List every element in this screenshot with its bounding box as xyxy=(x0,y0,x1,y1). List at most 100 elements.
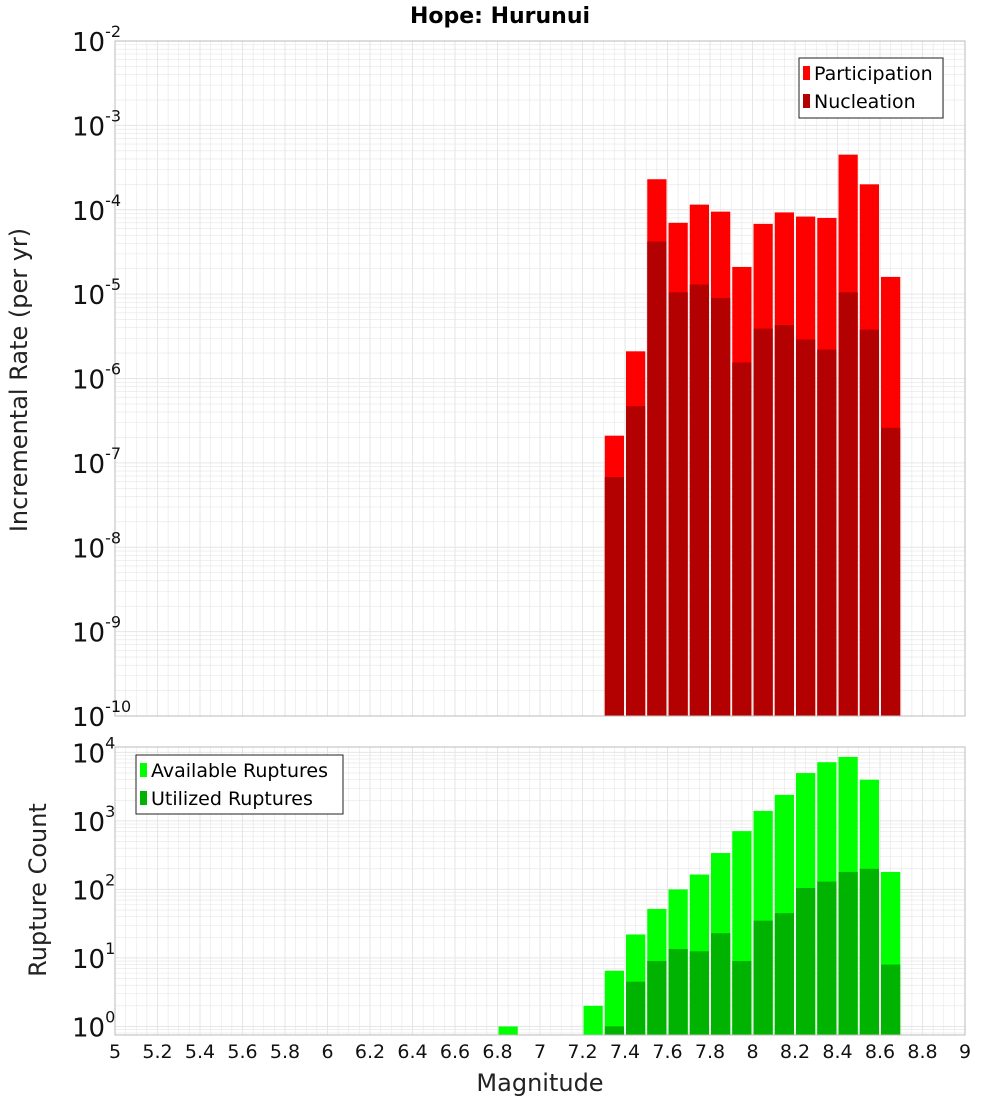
bottom-y-tick-base: 10 xyxy=(72,876,105,906)
x-tick-label: 8.8 xyxy=(907,1041,937,1063)
top-y-tick-exponent: -4 xyxy=(105,191,121,210)
bottom-y-tick-exponent: 4 xyxy=(105,733,115,752)
top-bar-nucleation xyxy=(881,427,901,716)
top-y-tick-label: 10-2 xyxy=(72,22,121,58)
x-tick-label: 9 xyxy=(959,1041,971,1063)
top-y-tick-exponent: -2 xyxy=(105,22,121,41)
top-y-tick-base: 10 xyxy=(72,450,105,480)
top-bar-nucleation xyxy=(647,241,667,717)
bottom-y-tick-label: 103 xyxy=(72,802,115,838)
bottom-bar-available-ruptures xyxy=(583,1005,603,1035)
top-bar-nucleation xyxy=(604,477,624,716)
x-tick-label: 6.8 xyxy=(482,1041,512,1063)
x-tick-label: 7.4 xyxy=(610,1041,640,1063)
bottom-y-tick-base: 10 xyxy=(72,808,105,838)
top-y-tick-exponent: -6 xyxy=(105,360,121,379)
x-tick-label: 8.6 xyxy=(865,1041,895,1063)
top-bar-nucleation xyxy=(753,328,773,716)
bottom-y-tick-label: 101 xyxy=(72,939,115,975)
top-bar-nucleation xyxy=(817,349,837,716)
bottom-bar-utilized-ruptures xyxy=(817,881,837,1035)
x-tick-label: 6.2 xyxy=(355,1041,385,1063)
bottom-legend-box xyxy=(135,754,344,815)
x-tick-label: 6.4 xyxy=(397,1041,427,1063)
bottom-y-tick-base: 10 xyxy=(72,1013,105,1043)
bottom-bar-utilized-ruptures xyxy=(689,951,709,1035)
bottom-bar-utilized-ruptures xyxy=(859,868,879,1035)
bottom-bar-available-ruptures xyxy=(498,1026,518,1035)
x-tick-label: 5.2 xyxy=(142,1041,172,1063)
x-tick-label: 8.2 xyxy=(780,1041,810,1063)
chart-title: Hope: Hurunui xyxy=(410,4,590,29)
top-y-tick-label: 10-6 xyxy=(72,360,121,396)
bottom-bar-utilized-ruptures xyxy=(881,964,901,1035)
x-tick-label: 5.8 xyxy=(270,1041,300,1063)
legend-swatch-available xyxy=(140,763,147,777)
top-y-tick-label: 10-8 xyxy=(72,528,121,564)
top-bar-nucleation xyxy=(711,297,731,716)
x-tick-label: 7.2 xyxy=(567,1041,597,1063)
top-bar-nucleation xyxy=(732,362,752,716)
top-bar-nucleation xyxy=(774,325,794,716)
top-bar-nucleation xyxy=(668,292,688,716)
legend-label-nucleation: Nucleation xyxy=(814,91,916,113)
x-tick-label: 6.6 xyxy=(440,1041,470,1063)
x-tick-label: 5.6 xyxy=(227,1041,257,1063)
bottom-bar-utilized-ruptures xyxy=(732,961,752,1035)
top-plot-frame xyxy=(114,40,966,717)
bottom-bar-utilized-ruptures xyxy=(774,913,794,1035)
bottom-bar-utilized-ruptures xyxy=(647,961,667,1035)
x-tick-label: 7 xyxy=(534,1041,546,1063)
top-bar-nucleation xyxy=(838,292,858,716)
bottom-bar-utilized-ruptures xyxy=(604,1026,624,1035)
x-tick-label: 6 xyxy=(321,1041,333,1063)
top-y-tick-exponent: -10 xyxy=(105,697,131,716)
top-y-tick-label: 10-4 xyxy=(72,191,121,227)
top-y-tick-base: 10 xyxy=(72,534,105,564)
top-bar-nucleation xyxy=(626,406,646,716)
top-legend: Participation Nucleation xyxy=(798,57,944,119)
bottom-bar-available-ruptures xyxy=(604,970,624,1035)
top-y-tick-base: 10 xyxy=(72,619,105,649)
top-bar-nucleation xyxy=(859,329,879,716)
top-y-tick-exponent: -7 xyxy=(105,444,121,463)
top-y-tick-base: 10 xyxy=(72,281,105,311)
top-bar-nucleation xyxy=(796,339,816,716)
bottom-plot-frame xyxy=(114,746,966,1036)
bottom-y-axis-label: Rupture Count xyxy=(24,803,52,977)
top-y-axis-label: Incremental Rate (per yr) xyxy=(5,228,33,532)
top-y-tick-label: 10-5 xyxy=(72,275,121,311)
x-tick-label: 5.4 xyxy=(185,1041,215,1063)
bottom-bar-utilized-ruptures xyxy=(626,981,646,1035)
top-y-tick-base: 10 xyxy=(72,28,105,58)
bottom-y-tick-label: 100 xyxy=(72,1007,115,1043)
bottom-y-tick-label: 102 xyxy=(72,870,115,906)
legend-label-participation: Participation xyxy=(814,63,933,85)
bottom-y-tick-exponent: 2 xyxy=(105,870,115,889)
top-y-tick-exponent: -8 xyxy=(105,528,121,547)
bottom-bar-utilized-ruptures xyxy=(796,887,816,1035)
x-tick-label: 5 xyxy=(109,1041,121,1063)
legend-label-utilized: Utilized Ruptures xyxy=(151,788,313,810)
bottom-y-tick-label: 104 xyxy=(72,733,115,769)
bottom-y-tick-exponent: 1 xyxy=(105,939,115,958)
top-y-tick-base: 10 xyxy=(72,112,105,142)
top-y-tick-base: 10 xyxy=(72,366,105,396)
bottom-bar-utilized-ruptures xyxy=(753,920,773,1035)
x-tick-label: 7.8 xyxy=(695,1041,725,1063)
top-y-tick-exponent: -9 xyxy=(105,613,121,632)
top-y-tick-exponent: -3 xyxy=(105,106,121,125)
bottom-y-tick-exponent: 3 xyxy=(105,802,115,821)
legend-label-available: Available Ruptures xyxy=(151,760,328,782)
x-tick-label: 7.6 xyxy=(652,1041,682,1063)
bottom-bar-utilized-ruptures xyxy=(668,949,688,1035)
top-legend-box xyxy=(798,57,944,119)
x-axis-label: Magnitude xyxy=(476,1069,603,1097)
bottom-y-tick-exponent: 0 xyxy=(105,1007,115,1026)
top-y-tick-label: 10-9 xyxy=(72,613,121,649)
bottom-bar-utilized-ruptures xyxy=(711,933,731,1035)
top-y-tick-label: 10-10 xyxy=(72,697,131,733)
top-y-tick-exponent: -5 xyxy=(105,275,121,294)
x-tick-label: 8.4 xyxy=(822,1041,852,1063)
